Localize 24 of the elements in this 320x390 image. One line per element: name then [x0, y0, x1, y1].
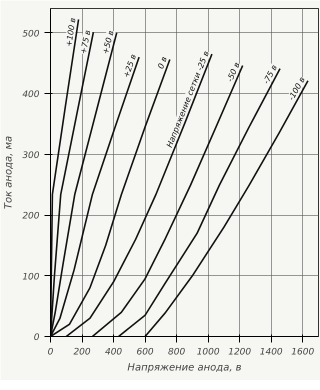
- y-tick-label: 300: [22, 150, 40, 161]
- y-axis-title: Ток анода, ма: [3, 136, 14, 210]
- text: +75 в: [78, 29, 92, 55]
- text: -75 в: [262, 63, 280, 86]
- x-tick-label: 1200: [228, 348, 252, 358]
- x-tick-label: 1600: [291, 348, 314, 358]
- x-tick-label: 1000: [196, 348, 220, 358]
- y-tick-label: 0: [34, 333, 40, 343]
- x-tick-label: 400: [104, 348, 122, 358]
- text: -100 в: [286, 75, 308, 102]
- x-tick-label: 800: [168, 348, 186, 358]
- x-axis-title: Напряжение анода, в: [127, 362, 242, 374]
- y-tick-label: 200: [22, 212, 40, 222]
- text: -50 в: [225, 60, 242, 84]
- x-tick-label: 200: [73, 348, 91, 358]
- y-tick-label: 100: [22, 272, 40, 282]
- text: +50 в: [100, 29, 116, 56]
- x-tick-label: 0: [48, 348, 54, 358]
- y-tick-label: 500: [22, 29, 40, 40]
- x-tick-label: 1400: [260, 348, 283, 358]
- text: +25 в: [122, 52, 138, 79]
- text: +100 в: [64, 16, 78, 48]
- x-tick-label: 600: [136, 348, 154, 358]
- y-tick-label: 400: [22, 90, 40, 100]
